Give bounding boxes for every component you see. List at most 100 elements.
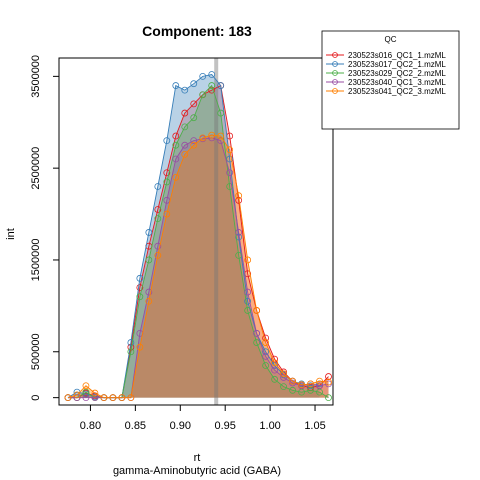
data-point [199, 134, 207, 142]
data-point [244, 288, 252, 296]
x-axis: 0.80 0.85 0.90 0.95 1.00 1.05 [80, 404, 326, 432]
y-tick-label: 2500000 [30, 147, 42, 190]
data-point [154, 183, 162, 190]
data-point [190, 137, 198, 145]
data-point [172, 155, 180, 163]
data-point [298, 388, 305, 396]
data-point [289, 377, 296, 385]
data-point [325, 380, 332, 388]
data-point [181, 123, 189, 131]
legend-swatch-point [332, 70, 338, 76]
data-point [208, 86, 216, 94]
data-point [154, 251, 162, 259]
series-area-3 [67, 85, 329, 398]
x-tick-label: 1.05 [304, 420, 325, 432]
data-point [163, 169, 171, 177]
data-point [181, 150, 189, 158]
data-point [280, 383, 287, 391]
data-point [190, 80, 198, 88]
series-area-2 [67, 74, 320, 398]
data-point [127, 394, 135, 402]
data-point [82, 394, 90, 402]
y-tick-label: 1500000 [30, 239, 42, 282]
data-point [172, 173, 180, 181]
data-point [145, 297, 153, 305]
data-point [181, 86, 189, 94]
x-tick-label: 0.85 [125, 420, 146, 432]
data-point [244, 307, 252, 314]
data-point [280, 370, 287, 378]
data-point [316, 382, 323, 390]
data-point [154, 206, 162, 213]
data-point [217, 82, 225, 89]
data-point [316, 377, 323, 385]
data-point [298, 381, 305, 389]
legend-swatch-point [332, 88, 338, 94]
legend-entry: 230523s016_QC1_1.mzML [348, 51, 446, 60]
data-point [136, 343, 144, 351]
data-point [181, 109, 189, 117]
data-point [73, 391, 81, 399]
y-tick-label: 500000 [30, 333, 42, 370]
legend-entry: 230523s041_QC2_3.mzML [348, 87, 446, 96]
data-point [262, 339, 270, 346]
data-point [208, 82, 216, 89]
data-point [136, 284, 144, 291]
data-point [154, 215, 162, 223]
data-point [307, 380, 314, 388]
data-point [190, 100, 198, 108]
data-point [235, 192, 243, 200]
data-point [181, 141, 189, 149]
data-point [208, 71, 216, 78]
data-point [64, 394, 72, 402]
data-point [136, 293, 144, 301]
data-point [145, 229, 153, 236]
data-point [235, 251, 243, 259]
data-point [253, 339, 261, 346]
legend-swatch-point [332, 52, 338, 58]
data-point [325, 373, 332, 380]
x-tick-label: 1.00 [259, 420, 280, 432]
x-tick-label: 0.80 [80, 420, 101, 432]
series-area-1 [67, 85, 329, 398]
data-point [226, 183, 234, 190]
data-point [262, 348, 270, 356]
x-axis-sublabel: gamma-Aminobutyric acid (GABA) [113, 465, 281, 477]
y-tick-label: 3500000 [30, 55, 42, 98]
legend-entry: 230523s017_QC2_1.mzML [348, 60, 446, 69]
data-point [127, 339, 135, 346]
series-area-5 [67, 135, 329, 398]
data-point [145, 288, 153, 296]
data-point [172, 82, 180, 89]
data-point [163, 137, 171, 145]
data-point [307, 382, 314, 390]
data-point [163, 178, 171, 186]
legend: QC 230523s016_QC1_1.mzML230523s017_QC2_1.… [321, 30, 460, 130]
data-point [316, 388, 323, 396]
x-tick-label: 0.95 [214, 420, 235, 432]
data-point [253, 307, 261, 314]
data-point [100, 394, 108, 402]
data-point [91, 389, 99, 397]
data-point [127, 348, 135, 356]
data-point [235, 229, 243, 236]
data-point [244, 297, 252, 305]
data-point [82, 388, 90, 396]
data-point [172, 141, 180, 149]
data-point [307, 386, 314, 394]
legend-entry: 230523s040_QC1_3.mzML [348, 78, 446, 87]
data-point [271, 375, 279, 383]
data-point [190, 141, 198, 149]
data-point [217, 132, 225, 140]
plot-area [58, 57, 334, 406]
y-tick-label: 0 [30, 395, 42, 401]
data-point [172, 132, 180, 140]
data-point [199, 91, 207, 99]
data-point [262, 362, 270, 369]
x-axis-label: rt [194, 452, 201, 464]
series-area-4 [67, 137, 329, 398]
data-point [109, 394, 117, 402]
data-point [91, 394, 99, 402]
data-point [325, 394, 332, 402]
